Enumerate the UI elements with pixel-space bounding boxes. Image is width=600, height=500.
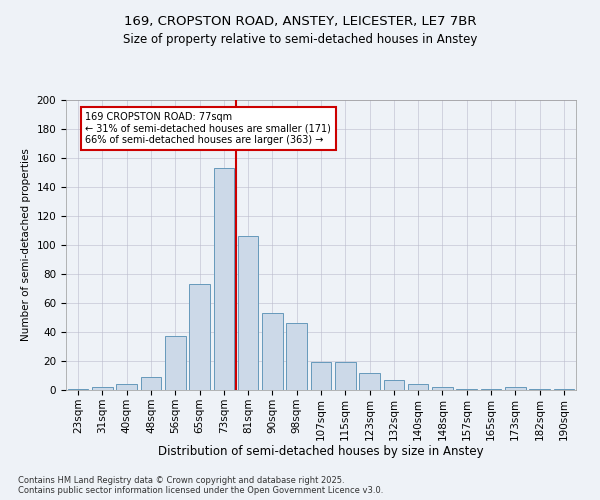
- Bar: [262, 313, 283, 390]
- Text: Contains HM Land Registry data © Crown copyright and database right 2025.
Contai: Contains HM Land Registry data © Crown c…: [18, 476, 383, 495]
- Bar: [214, 168, 234, 390]
- Y-axis label: Number of semi-detached properties: Number of semi-detached properties: [21, 148, 31, 342]
- Bar: [554, 388, 574, 390]
- Bar: [481, 388, 502, 390]
- Bar: [189, 284, 210, 390]
- Text: 169 CROPSTON ROAD: 77sqm
← 31% of semi-detached houses are smaller (171)
66% of : 169 CROPSTON ROAD: 77sqm ← 31% of semi-d…: [85, 112, 331, 145]
- Bar: [165, 336, 185, 390]
- Bar: [505, 387, 526, 390]
- Bar: [286, 324, 307, 390]
- Text: Size of property relative to semi-detached houses in Anstey: Size of property relative to semi-detach…: [123, 32, 477, 46]
- Bar: [529, 388, 550, 390]
- Bar: [359, 372, 380, 390]
- Bar: [383, 380, 404, 390]
- Bar: [92, 387, 113, 390]
- Text: 169, CROPSTON ROAD, ANSTEY, LEICESTER, LE7 7BR: 169, CROPSTON ROAD, ANSTEY, LEICESTER, L…: [124, 15, 476, 28]
- Bar: [457, 388, 477, 390]
- Bar: [68, 388, 88, 390]
- Bar: [408, 384, 428, 390]
- Bar: [311, 362, 331, 390]
- Bar: [116, 384, 137, 390]
- Bar: [140, 377, 161, 390]
- X-axis label: Distribution of semi-detached houses by size in Anstey: Distribution of semi-detached houses by …: [158, 446, 484, 458]
- Bar: [238, 236, 259, 390]
- Bar: [432, 387, 453, 390]
- Bar: [335, 362, 356, 390]
